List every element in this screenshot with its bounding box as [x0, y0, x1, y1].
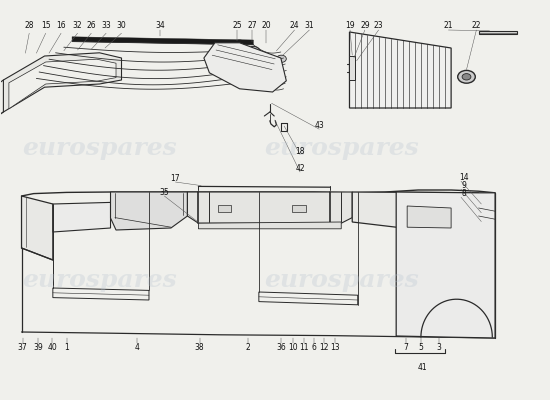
Text: 34: 34: [155, 22, 165, 30]
Polygon shape: [352, 192, 478, 228]
Text: 31: 31: [305, 22, 314, 30]
Text: 3: 3: [437, 343, 442, 352]
Text: 37: 37: [18, 343, 28, 352]
Text: 12: 12: [319, 343, 328, 352]
Text: eurospares: eurospares: [22, 136, 177, 160]
Polygon shape: [21, 196, 53, 260]
Circle shape: [462, 74, 471, 80]
Polygon shape: [53, 202, 111, 232]
Text: 41: 41: [418, 363, 427, 372]
Polygon shape: [188, 192, 352, 223]
Text: 21: 21: [444, 22, 453, 30]
Text: 17: 17: [170, 174, 180, 183]
Text: 14: 14: [459, 174, 469, 182]
Polygon shape: [9, 59, 116, 109]
Text: 6: 6: [311, 343, 316, 352]
Text: 26: 26: [86, 22, 96, 30]
Text: eurospares: eurospares: [264, 136, 419, 160]
Text: 18: 18: [295, 147, 305, 156]
Text: 7: 7: [404, 343, 409, 352]
Text: 19: 19: [345, 22, 355, 30]
Text: 1: 1: [64, 343, 69, 352]
Text: 35: 35: [160, 188, 169, 197]
Text: 13: 13: [330, 343, 339, 352]
Polygon shape: [292, 205, 306, 212]
Circle shape: [250, 49, 257, 54]
Text: 36: 36: [276, 343, 285, 352]
Text: 16: 16: [56, 22, 66, 30]
Polygon shape: [349, 32, 451, 108]
Text: 29: 29: [360, 22, 370, 30]
Text: 27: 27: [248, 22, 257, 30]
Text: 39: 39: [33, 343, 43, 352]
Text: 28: 28: [24, 22, 34, 30]
Circle shape: [458, 70, 475, 83]
Text: 20: 20: [261, 22, 271, 30]
Polygon shape: [72, 37, 254, 45]
Text: 11: 11: [299, 343, 309, 352]
Polygon shape: [218, 205, 232, 212]
Polygon shape: [478, 31, 517, 34]
Polygon shape: [199, 222, 341, 229]
Text: 9: 9: [461, 182, 466, 190]
Text: 38: 38: [195, 343, 205, 352]
Circle shape: [247, 46, 260, 56]
Text: 15: 15: [41, 22, 51, 30]
Text: 2: 2: [245, 343, 250, 352]
Polygon shape: [204, 43, 287, 92]
Text: 30: 30: [117, 22, 126, 30]
Circle shape: [277, 55, 287, 62]
Polygon shape: [349, 56, 355, 80]
Text: 32: 32: [73, 22, 82, 30]
Text: eurospares: eurospares: [264, 268, 419, 292]
Text: 42: 42: [295, 164, 305, 173]
Text: eurospares: eurospares: [22, 268, 177, 292]
Text: 43: 43: [315, 122, 324, 130]
Text: 25: 25: [232, 22, 241, 30]
Polygon shape: [111, 192, 188, 230]
Text: 4: 4: [134, 343, 139, 352]
Text: 10: 10: [289, 343, 298, 352]
Polygon shape: [396, 192, 495, 338]
Text: 5: 5: [419, 343, 424, 352]
Text: 33: 33: [101, 22, 111, 30]
Text: 24: 24: [290, 22, 299, 30]
Polygon shape: [3, 53, 122, 112]
Circle shape: [235, 40, 245, 47]
Text: 40: 40: [47, 343, 57, 352]
Text: 8: 8: [461, 190, 466, 198]
Text: 23: 23: [374, 22, 383, 30]
Polygon shape: [407, 206, 451, 228]
Text: 22: 22: [472, 22, 481, 30]
